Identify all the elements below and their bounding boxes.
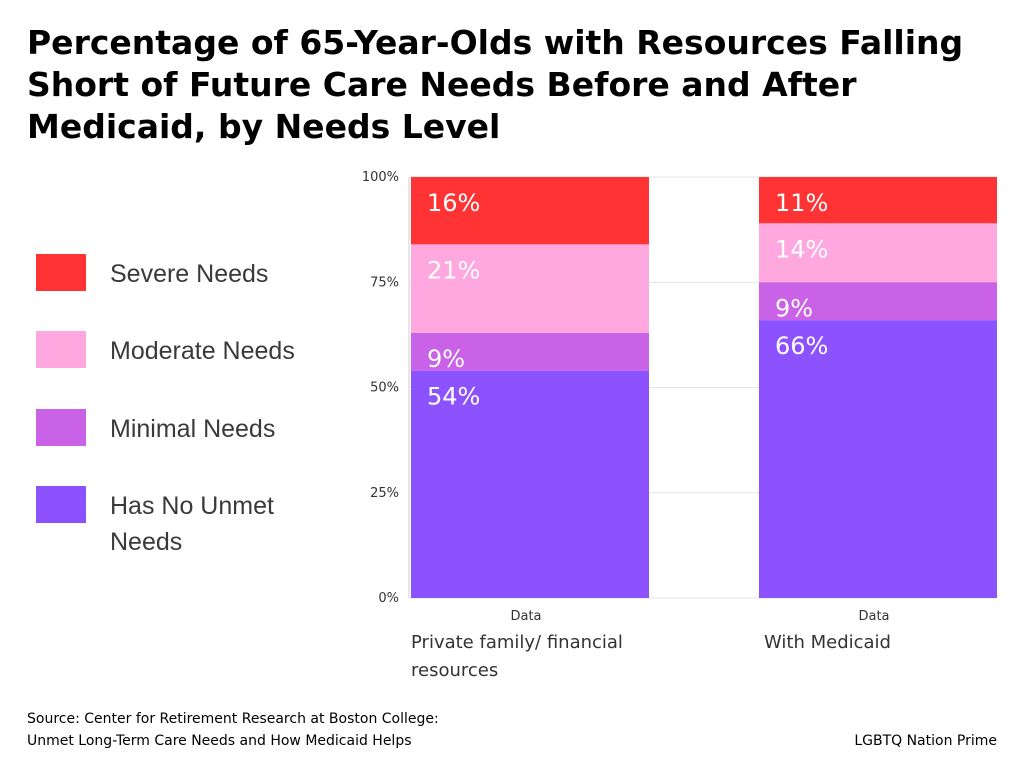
chart-title: Percentage of 65-Year-Olds with Resource… (27, 23, 964, 146)
legend-label-moderate: Moderate Needs (110, 337, 295, 365)
bar-segment (411, 370, 649, 598)
source-line-2: Unmet Long-Term Care Needs and How Medic… (27, 733, 412, 749)
segment-value-label: 54% (427, 383, 480, 411)
legend-swatch-minimal (36, 409, 86, 446)
legend-item-minimal: Minimal Needs (36, 409, 340, 447)
legend-item-severe: Severe Needs (36, 254, 340, 292)
bar-segment (759, 223, 997, 283)
legend-item-moderate: Moderate Needs (36, 331, 340, 369)
source-line-1: Source: Center for Retirement Research a… (27, 711, 439, 727)
legend-swatch-no-unmet (36, 486, 86, 523)
y-tick-label: 0% (378, 591, 399, 606)
legend-swatch-moderate (36, 331, 86, 368)
segment-value-label: 9% (427, 345, 465, 373)
category-label-private: Private family/ financial resources (411, 632, 623, 681)
legend-swatch-severe (36, 254, 86, 291)
segment-value-label: 11% (775, 189, 828, 217)
bar-segment (411, 177, 649, 245)
segment-value-label: 9% (775, 294, 813, 322)
legend-label-minimal: Minimal Needs (110, 415, 276, 443)
legend-label-severe: Severe Needs (110, 260, 269, 288)
y-tick-label: 75% (370, 275, 399, 290)
bar-segment (411, 244, 649, 333)
segment-value-label: 14% (775, 235, 828, 263)
source-note: Source: Center for Retirement Research a… (27, 708, 439, 752)
legend-label-no-unmet: Has No Unmet Needs (110, 492, 274, 556)
y-tick-label: 25% (370, 486, 399, 501)
brand-credit: LGBTQ Nation Prime (854, 733, 997, 749)
bar-segment (759, 282, 997, 321)
legend-item-no-unmet: Has No Unmet Needs (36, 486, 340, 560)
bar-segment (759, 177, 997, 224)
segment-value-label: 66% (775, 332, 828, 360)
category-sublabel: Data (858, 609, 889, 624)
bar-segment (411, 332, 649, 371)
category-sublabel: Data (510, 609, 541, 624)
category-label-medicaid: With Medicaid (764, 632, 891, 653)
stacked-bar-chart: 0% 25% 50% 75% 100% 54% 9% 21% 16% Data 66% 9% 14% 11… (362, 170, 997, 624)
y-tick-label: 100% (362, 170, 399, 185)
y-tick-label: 50% (370, 381, 399, 396)
segment-value-label: 16% (427, 189, 480, 217)
segment-value-label: 21% (427, 256, 480, 284)
bar-segment (759, 320, 997, 598)
